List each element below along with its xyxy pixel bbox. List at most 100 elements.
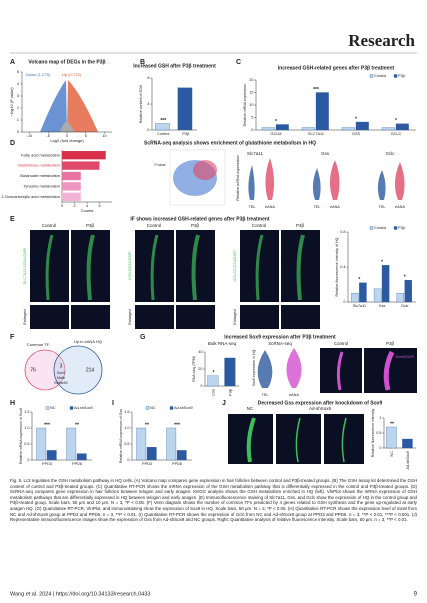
bar (386, 426, 397, 449)
label: eANA (395, 205, 405, 209)
bar (381, 265, 390, 303)
label: Sox9 expression in HQ (252, 349, 256, 386)
x-tick-label: 10 (102, 134, 106, 138)
label: P.value (154, 163, 165, 167)
y-tick-label: 4 (17, 82, 19, 86)
panel-letter: G (140, 334, 146, 341)
bar (62, 182, 81, 191)
label: Gss (321, 151, 330, 156)
bar (395, 123, 409, 131)
x-tick-label: Control (157, 132, 169, 136)
label: Control (42, 223, 57, 228)
legend-label: Ad-shSox9 (174, 406, 193, 410)
x-tick-label: P3β (229, 388, 233, 396)
y-tick-label: 1 (379, 416, 381, 420)
panel-title: ScRNA-seq analysis shows enrichment of g… (144, 140, 316, 146)
chart-title: Volcano map of DEGs in the P3β (28, 59, 105, 65)
significance: *** (44, 422, 50, 428)
x-tick-label: 0 (66, 134, 68, 138)
legend-label: NC (150, 406, 156, 410)
bar (381, 127, 395, 131)
y-tick-label: 0.8 (340, 230, 345, 234)
x-tick-label: SLC7A11 (308, 132, 324, 136)
bar (396, 293, 405, 303)
significance: *** (174, 422, 180, 428)
venn (24, 345, 103, 395)
legend-swatch (393, 226, 398, 230)
x-tick-label: PPD3 (142, 462, 152, 466)
y-tick-label: 1.0 (24, 426, 29, 430)
bar (62, 192, 81, 201)
bar (341, 127, 355, 131)
bar (315, 92, 329, 131)
label: Common TF (27, 342, 50, 347)
x-tick-label: 6 (98, 204, 100, 208)
volcano-cloud (40, 80, 98, 132)
significance: * (381, 260, 383, 266)
bar (76, 453, 87, 461)
label: TEL (249, 205, 256, 209)
x-tick-label: -10 (27, 134, 33, 138)
y-tick-label: 15 (249, 91, 253, 95)
y-tick-label: 1.5 (24, 410, 29, 414)
x-tick-label: 0 (61, 204, 63, 208)
bar (402, 438, 413, 449)
category-label: Tyrosine metabolism (23, 183, 60, 188)
label: P3β (191, 223, 200, 228)
bar (373, 288, 382, 303)
label: P3β (386, 341, 395, 346)
violins (248, 158, 405, 200)
significance: ** (75, 422, 79, 428)
x-tick-label: NC (390, 451, 394, 457)
label: SLC7A11/CD34/DAPI (23, 248, 27, 285)
y-axis-label: −log10 (P value) (9, 87, 14, 117)
bar (207, 375, 219, 387)
bar (261, 127, 275, 131)
panel-letter: B (140, 59, 145, 66)
chart-title: Increased GSH-related genes after P3β tr… (278, 65, 395, 71)
label: Enlarged (23, 309, 27, 324)
label: ScRNA-seq (268, 341, 292, 346)
label: 3 (60, 363, 63, 369)
x-tick-label: Gss (379, 304, 386, 308)
label: Gclc (386, 151, 396, 156)
y-axis-label: Relative mRNA expression of Gss (119, 409, 123, 463)
significance: * (213, 370, 215, 376)
significance: * (404, 274, 406, 280)
x-tick-label: Ad-shSox9 (406, 451, 410, 470)
bar (404, 279, 412, 303)
label: Ad-shSox9 (309, 406, 332, 411)
legend-swatch (69, 406, 74, 410)
significance: * (395, 118, 397, 124)
legend-swatch (369, 226, 374, 230)
category-label: 2-Oxocarboxylic acid metabolism (1, 194, 60, 199)
label: Sox9/DAPI (396, 355, 415, 359)
bar (62, 171, 81, 181)
significance: ** (145, 422, 149, 428)
label: Control (252, 223, 267, 228)
y-axis-label: Relative fluorescence intensity (371, 409, 375, 458)
y-tick-label: 8 (147, 76, 149, 80)
bar (176, 450, 187, 461)
label: GSS/CD34/DAPI (128, 252, 132, 281)
label: P3β (86, 223, 95, 228)
legend-swatch (45, 406, 50, 410)
label: TEL (262, 393, 269, 397)
legend-label: Ad-shSox9 (74, 406, 93, 410)
y-tick-label: 10 (249, 103, 253, 107)
x-tick-label: 5 (85, 134, 87, 138)
legend-swatch (369, 74, 374, 78)
bar (46, 450, 57, 461)
y-tick-label: 20 (249, 78, 253, 82)
y-tick-label: 40 (198, 350, 202, 354)
panel-letter: D (10, 140, 15, 147)
label: eANA (289, 393, 299, 397)
y-tick-label: 0 (17, 130, 19, 134)
y-tick-label: 1 (17, 118, 19, 122)
significance: *** (313, 87, 319, 93)
x-tick-label: Slc7a11 (353, 304, 366, 308)
label: 76 (30, 367, 36, 373)
panel-letter: C (236, 59, 241, 66)
bar (155, 123, 170, 131)
label: Mafb (57, 376, 65, 380)
